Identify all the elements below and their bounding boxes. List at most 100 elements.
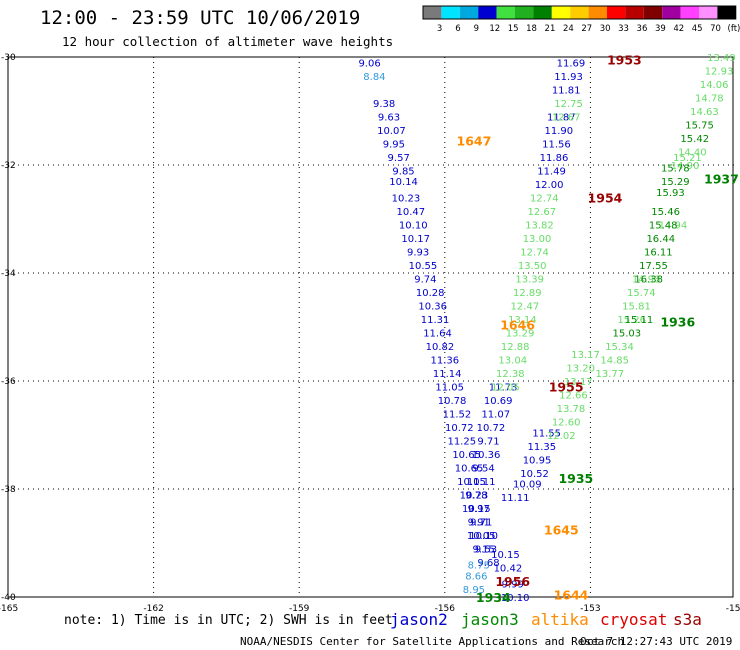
swh-value-label: 14.63 (690, 107, 719, 118)
swh-value-label: 12.02 (547, 431, 576, 442)
swh-value-label: 13.39 (515, 274, 544, 285)
y-tick-label: -36 (1, 377, 16, 387)
color-scale-label: 3 (437, 24, 442, 34)
swh-value-label: 10.65 (455, 463, 484, 474)
swh-value-label: 15.21 (673, 153, 702, 164)
color-scale-swatch (551, 6, 571, 19)
color-scale-swatch (515, 6, 534, 19)
swh-value-label: 15.46 (651, 207, 680, 218)
color-scale-swatch (459, 6, 479, 19)
swh-value-label: 15.11 (625, 315, 654, 326)
swh-value-label: 11.90 (545, 126, 574, 137)
generation-timestamp: Oct 7 12:27:43 UTC 2019 (580, 635, 732, 648)
swh-value-label: 9.78 (465, 490, 487, 501)
swh-value-label: 9.95 (383, 139, 405, 150)
satellite-legend-altika: altika (531, 610, 589, 629)
swh-value-label: 14.78 (695, 94, 724, 105)
plot-area (7, 56, 734, 598)
track-id-label: 1937 (704, 172, 739, 187)
color-scale-label: 6 (455, 24, 460, 34)
swh-value-label: 10.10 (469, 531, 498, 542)
swh-value-label: 15.78 (661, 164, 690, 175)
swh-value-label: 11.93 (554, 72, 583, 83)
swh-value-label: 9.97 (468, 504, 490, 515)
swh-value-label: 10.10 (399, 220, 428, 231)
swh-value-label: 9.54 (472, 463, 494, 474)
color-scale-label: 42 (673, 24, 684, 34)
swh-value-label: 13.20 (566, 364, 595, 375)
color-scale-label: 70 (710, 24, 721, 34)
swh-value-label: 10.36 (418, 301, 447, 312)
swh-value-label: 10.72 (477, 423, 506, 434)
color-scale-label: (ft) (728, 24, 740, 34)
track-id-label: 1934 (476, 590, 511, 605)
swh-value-label: 15.81 (622, 301, 651, 312)
track-id-label: 1645 (544, 523, 579, 538)
track-id-label: 1956 (495, 574, 530, 589)
swh-value-label: 9.68 (477, 558, 499, 569)
credit-line: NOAA/NESDIS Center for Satellite Applica… (240, 635, 624, 648)
swh-value-label: 12.74 (520, 247, 549, 258)
swh-value-label: 12.05 (491, 382, 520, 393)
swh-value-label: 12.47 (511, 301, 540, 312)
swh-value-label: 10.28 (416, 288, 445, 299)
color-scale-label: 33 (618, 24, 629, 34)
swh-value-label: 9.71 (470, 517, 492, 528)
swh-value-label: 13.17 (564, 377, 593, 388)
x-tick-label: -153 (580, 604, 600, 614)
satellite-legend: jason2 jason3 altika cryosat s3a (390, 610, 702, 629)
grid-lines (8, 57, 736, 597)
color-scale-swatch (607, 6, 626, 19)
satellite-legend-jason3: jason3 (461, 610, 519, 629)
swh-value-label: 9.93 (407, 247, 429, 258)
color-scale-swatch (533, 6, 552, 19)
swh-value-label: 8.66 (465, 571, 487, 582)
color-scale-swatch (496, 6, 515, 19)
swh-value-label: 13.77 (595, 369, 624, 380)
swh-value-label: 9.74 (414, 274, 436, 285)
track-id-label: 1954 (588, 190, 623, 205)
color-scale-swatch (717, 6, 736, 19)
swh-value-label: 9.06 (358, 58, 380, 69)
swh-value-label: 15.74 (627, 288, 656, 299)
satellite-legend-jason2: jason2 (390, 610, 448, 629)
swh-value-label: 9.71 (477, 436, 499, 447)
color-scale-label: 36 (637, 24, 648, 34)
swh-value-label: 10.82 (426, 342, 455, 353)
swh-value-label: 10.23 (392, 193, 421, 204)
y-tick-label: -34 (1, 269, 16, 279)
swh-value-label: 11.49 (537, 166, 566, 177)
color-scale-swatch (423, 6, 442, 19)
swh-value-label: 9.85 (392, 166, 414, 177)
track-id-label: 1953 (607, 53, 642, 68)
swh-value-label: 10.15 (491, 550, 520, 561)
color-scale-swatch (699, 6, 718, 19)
swh-value-label: 9.15 (472, 544, 494, 555)
swh-value-label: 9.63 (378, 112, 400, 123)
y-tick-label: -40 (1, 593, 16, 603)
swh-value-label: 10.95 (523, 455, 552, 466)
swh-value-label: 8.95 (463, 585, 485, 596)
track-id-label: 1935 (558, 471, 593, 486)
color-scale-label: 45 (692, 24, 703, 34)
swh-value-label: 9.57 (388, 153, 410, 164)
x-tick-label: -156 (435, 604, 456, 614)
swh-value-label: 12.60 (552, 418, 581, 429)
swh-value-label: 12.88 (501, 342, 530, 353)
swh-value-label: 11.69 (557, 58, 586, 69)
plot-border (7, 56, 734, 598)
color-scale-label: 39 (655, 24, 666, 34)
swh-value-label: 11.73 (489, 382, 518, 393)
units-note: note: 1) Time is in UTC; 2) SWH is in fe… (64, 613, 393, 628)
swh-value-label: 9.53 (475, 544, 497, 555)
track-id-label: 1936 (660, 315, 695, 330)
swh-value-label: 10.36 (472, 450, 501, 461)
track-id-labels: 1953 1647 1954 1937 1646 1936 1955 1935 1645 1956… (457, 53, 739, 605)
x-tick-label: -150 (726, 604, 740, 614)
swh-value-label: 11.87 (547, 112, 576, 123)
swh-value-label: 16.38 (634, 274, 663, 285)
swh-value-label: 9.91 (468, 517, 490, 528)
color-scale-label: 27 (581, 24, 592, 34)
axis-tick-labels: -165 -162 -159 -156 -153 -150 -30 -32 -34 -36 -38 -… (0, 53, 740, 614)
